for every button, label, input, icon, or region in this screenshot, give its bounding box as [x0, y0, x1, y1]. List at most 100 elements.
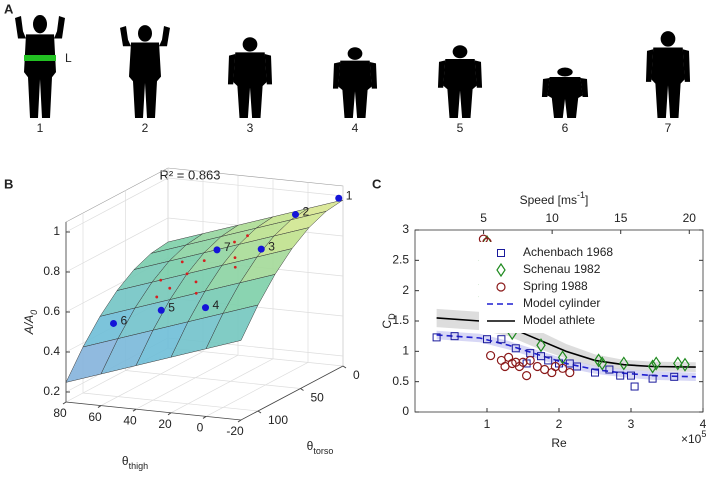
x-tick-label: 80	[53, 406, 67, 420]
pose-label: 6	[121, 314, 128, 328]
silhouette-label: 6	[562, 121, 569, 135]
silhouette	[332, 47, 378, 118]
data-point	[597, 356, 607, 371]
sample-point	[233, 240, 236, 244]
y-axis-label-part: D	[387, 313, 397, 320]
grid-line	[82, 213, 259, 412]
pose-point	[157, 306, 165, 314]
x-multiplier: ×105	[681, 429, 706, 446]
silhouette	[645, 31, 691, 118]
x-multiplier-part: ×10	[681, 432, 702, 446]
pose-point	[292, 211, 299, 219]
legend-swatch	[497, 249, 505, 257]
data-point	[557, 350, 568, 365]
x2-axis-label-part: -1	[577, 190, 585, 200]
x-tick-label: 20	[158, 417, 172, 431]
x2-axis-label-part: Speed [ms	[520, 193, 577, 207]
legend-swatch	[496, 262, 506, 278]
data-point	[537, 352, 545, 361]
tick-mark	[237, 419, 242, 423]
pose-point	[202, 304, 209, 312]
pose-label: 7	[224, 240, 231, 254]
sample-point	[185, 272, 189, 276]
silhouette	[15, 14, 65, 119]
x2-axis-label-part: ]	[585, 193, 588, 207]
x-axis-label: θthigh	[122, 454, 148, 471]
silhouette	[120, 25, 170, 118]
surface-patch	[205, 304, 259, 350]
silhouette-label: 4	[352, 121, 359, 135]
x-tick-label: 40	[123, 413, 137, 427]
sample-point	[246, 234, 249, 238]
data-point	[557, 363, 568, 373]
x2-tick-label: 20	[683, 211, 697, 225]
data-point	[525, 355, 535, 366]
pose-point	[213, 246, 221, 254]
length-band	[24, 55, 56, 61]
z-tick-label: 0.2	[43, 384, 60, 398]
x-tick-label: 1	[484, 417, 491, 431]
sample-point	[233, 256, 237, 260]
tick-mark	[62, 401, 67, 405]
silhouette-label: 7	[665, 121, 672, 135]
data-point	[497, 335, 506, 344]
tick-mark	[257, 410, 262, 414]
x-tick-label: 3	[628, 417, 635, 431]
data-point	[483, 335, 491, 344]
data-point	[511, 344, 520, 353]
data-point	[619, 356, 629, 371]
y-tick-label: 0	[353, 368, 360, 382]
z-tick-label: 0.8	[43, 264, 60, 278]
x2-tick-label: 10	[545, 211, 559, 225]
silhouette	[541, 67, 589, 118]
silhouette-labels: 1 2 3 4 5 6 7	[37, 121, 672, 135]
x-tick-label: -20	[226, 424, 244, 438]
data-point	[605, 365, 614, 374]
tick-mark	[342, 365, 347, 369]
z-axis-label-part: 0	[29, 310, 39, 315]
y-tick-label: 3	[402, 222, 409, 236]
y-tick-label: 1.5	[392, 313, 409, 327]
z-tick-label: 0.6	[43, 304, 60, 318]
data-point	[521, 371, 532, 381]
legend-box	[479, 242, 691, 333]
silhouettes	[15, 14, 691, 119]
data-point	[591, 368, 599, 377]
silhouette	[227, 37, 273, 119]
pose-label: 4	[213, 298, 220, 312]
z-tick-label: 1	[53, 224, 60, 238]
data-point	[432, 333, 441, 342]
data-point	[670, 372, 679, 381]
x2-tick-label: 5	[480, 211, 487, 225]
pose-label: 2	[303, 205, 310, 219]
z-axis-label-part: A/A	[22, 315, 36, 335]
data-point	[673, 356, 683, 371]
data-point	[647, 359, 658, 374]
pose-label: 3	[268, 239, 275, 253]
y-axis-label-part: θ	[307, 439, 314, 453]
tick-mark	[97, 405, 102, 409]
x-tick-label: 0	[197, 421, 204, 435]
y-tick-label: 0.5	[392, 374, 409, 388]
data-point	[648, 374, 657, 383]
x-tick-label: 60	[88, 410, 102, 424]
legend-label: Spring 1988	[523, 279, 588, 293]
length-label: L	[65, 51, 72, 65]
panel-label: C	[372, 176, 382, 191]
data-point	[544, 356, 553, 365]
sample-point	[233, 265, 237, 269]
legend-swatch	[496, 282, 506, 292]
x-multiplier-part: 5	[701, 429, 706, 439]
data-point	[565, 367, 575, 378]
sample-point	[155, 295, 159, 299]
panel-label: B	[4, 176, 13, 191]
x2-tick-label: 15	[614, 211, 628, 225]
pose-point	[335, 194, 343, 202]
axes-box	[414, 229, 704, 413]
tick-mark	[167, 412, 172, 416]
sample-point	[202, 259, 206, 262]
sample-point	[194, 291, 198, 295]
y-axis-label-part: C	[380, 320, 394, 329]
sample-point	[159, 278, 163, 282]
